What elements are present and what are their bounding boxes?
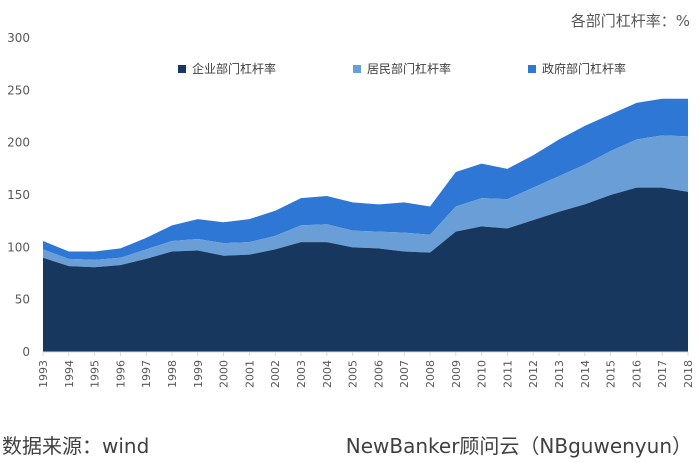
x-tick-label: 2017 xyxy=(656,360,669,388)
legend-label-household: 居民部门杠杆率 xyxy=(367,62,452,76)
x-tick-label: 2012 xyxy=(527,360,540,388)
x-axis: 1993 1994 1995 1996 1997 1998 1999 2000 2001 2002… xyxy=(37,351,695,388)
y-tick-label: 300 xyxy=(7,31,30,45)
y-tick-label: 250 xyxy=(7,83,30,97)
area-series-1 xyxy=(43,135,688,268)
x-tick-label: 2011 xyxy=(501,360,514,388)
x-tick-label: 2014 xyxy=(579,360,592,388)
y-tick-label: 150 xyxy=(7,188,30,202)
x-tick-label: 1997 xyxy=(140,360,153,388)
x-tick-label: 2013 xyxy=(553,360,566,388)
x-tick-label: 2003 xyxy=(295,360,308,388)
legend-item-household: 居民部门杠杆率 xyxy=(353,60,451,77)
legend-label-government: 政府部门杠杆率 xyxy=(542,62,627,76)
y-tick-label: 0 xyxy=(22,345,30,359)
x-tick-label: 2007 xyxy=(398,360,411,388)
legend-swatch-household xyxy=(353,64,361,73)
legend: 企业部门杠杆率 居民部门杠杆率 政府部门杠杆率 xyxy=(0,60,700,80)
x-tick-label: 2002 xyxy=(269,360,282,388)
x-tick-label: 2006 xyxy=(372,360,385,388)
x-tick-label: 2015 xyxy=(605,360,618,388)
y-tick-label: 200 xyxy=(7,136,30,150)
x-tick-label: 2005 xyxy=(347,360,360,388)
x-tick-label: 1996 xyxy=(114,360,127,388)
x-tick-label: 1998 xyxy=(166,360,179,388)
x-tick-label: 2010 xyxy=(476,360,489,388)
data-source: 数据来源：wind xyxy=(2,434,150,458)
x-tick-label: 2004 xyxy=(321,360,334,388)
y-tick-label: 100 xyxy=(7,240,30,254)
x-tick-label: 1999 xyxy=(192,360,205,388)
x-tick-label: 2000 xyxy=(218,360,231,388)
brand-watermark: NewBanker顾问云（NBguwenyun） xyxy=(345,434,692,458)
legend-label-enterprise: 企业部门杠杆率 xyxy=(192,62,277,76)
x-tick-label: 2009 xyxy=(450,360,463,388)
legend-swatch-enterprise xyxy=(178,64,186,73)
unit-label: 各部门杠杆率：% xyxy=(570,12,690,30)
x-tick-label: 2018 xyxy=(682,360,695,388)
y-tick-label: 50 xyxy=(15,293,30,307)
x-tick-label: 1995 xyxy=(89,360,102,388)
x-tick-label: 1994 xyxy=(63,360,76,388)
area-series-2 xyxy=(43,98,688,260)
series-areas xyxy=(43,98,688,352)
x-tick-label: 2001 xyxy=(243,360,256,388)
x-tick-label: 1993 xyxy=(37,360,50,388)
legend-swatch-government xyxy=(528,64,536,73)
x-tick-label: 2008 xyxy=(424,360,437,388)
x-tick-label: 2016 xyxy=(630,360,643,388)
legend-item-enterprise: 企业部门杠杆率 xyxy=(178,60,276,77)
legend-item-government: 政府部门杠杆率 xyxy=(528,60,626,77)
y-axis: 0 50 100 150 200 250 300 xyxy=(7,31,30,359)
area-series-0 xyxy=(43,187,688,352)
